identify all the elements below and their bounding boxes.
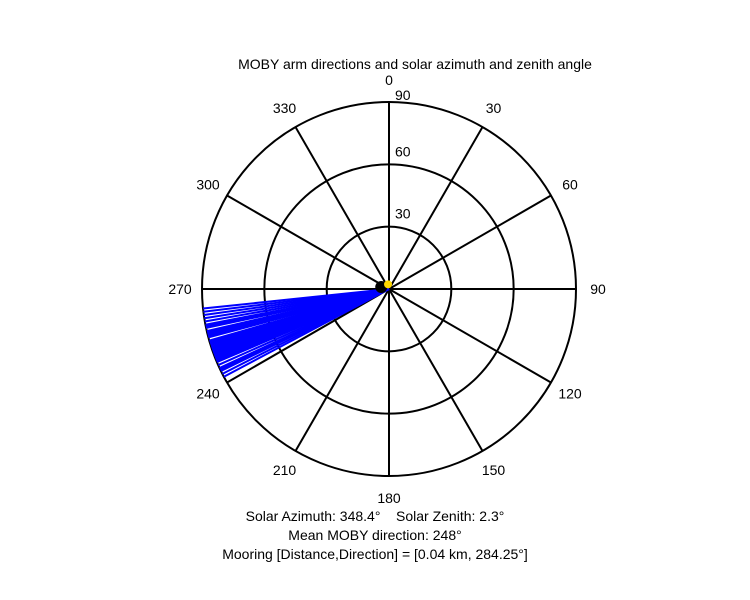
moby-arm-line (211, 288, 390, 350)
angle-tick-label: 330 (273, 100, 297, 116)
moby-arm-line (209, 288, 390, 344)
spoke-300 (226, 194, 390, 290)
solar-zenith-text: Solar Zenith: 2.3° (396, 508, 505, 524)
chart-title: MOBY arm directions and solar azimuth an… (238, 56, 592, 72)
solar-position-point (384, 280, 393, 289)
solar-azimuth-text: Solar Azimuth: 348.4° (245, 508, 381, 524)
angle-spokes (202, 102, 576, 476)
radial-tick-labels: 30 60 90 (395, 87, 411, 222)
angle-tick-label: 30 (486, 100, 502, 116)
mooring-text: Mooring [Distance,Direction] = [0.04 km,… (222, 546, 528, 562)
angle-tick-label: 150 (482, 462, 506, 478)
markers (375, 280, 393, 294)
moby-arm-line (207, 288, 390, 337)
moby-arm-line (213, 288, 390, 356)
moby-arm-line (219, 288, 390, 371)
spoke-150 (388, 288, 484, 452)
moby-arm-line (202, 288, 390, 310)
spoke-30 (388, 126, 484, 290)
angle-tick-label: 60 (562, 177, 578, 193)
mean-direction-text: Mean MOBY direction: 248° (288, 527, 462, 543)
radial-tick-label: 90 (395, 87, 411, 103)
spoke-240 (226, 288, 390, 384)
angle-tick-label: 240 (196, 386, 220, 402)
angle-tick-label: 270 (168, 281, 192, 297)
angle-tick-label: 120 (558, 386, 582, 402)
angle-tick-label: 210 (273, 462, 297, 478)
moby-arm-line (215, 288, 390, 362)
angle-tick-labels: 0 30 60 90 120 150 180 210 240 270 300 330 (168, 72, 606, 506)
angle-tick-label: 180 (377, 490, 401, 506)
spoke-60 (388, 194, 552, 290)
angle-tick-label: 90 (590, 281, 606, 297)
moby-arm-line (205, 288, 390, 328)
spoke-120 (388, 288, 552, 384)
spoke-210 (294, 288, 390, 452)
angle-tick-label: 0 (385, 72, 393, 88)
moby-arm-direction-lines (202, 288, 390, 378)
radial-tick-label: 60 (395, 143, 411, 159)
solar-info-line: Solar Azimuth: 348.4° Solar Zenith: 2.3° (0, 507, 750, 526)
spoke-330 (294, 126, 390, 290)
angle-tick-label: 300 (196, 177, 220, 193)
radial-tick-label: 30 (395, 206, 411, 222)
